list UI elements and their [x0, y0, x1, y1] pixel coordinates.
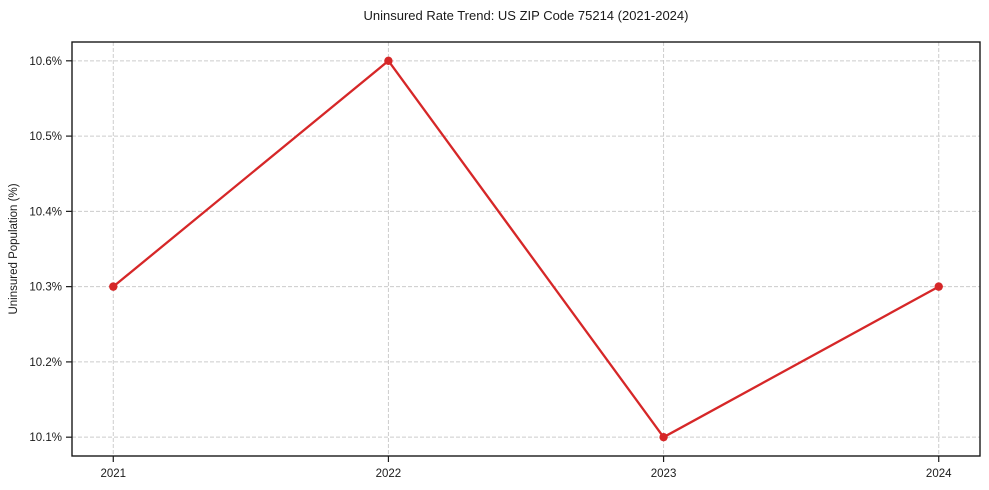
- y-tick-label: 10.1%: [29, 432, 62, 444]
- chart-title: Uninsured Rate Trend: US ZIP Code 75214 …: [363, 8, 689, 23]
- y-tick-label: 10.6%: [29, 56, 62, 68]
- data-point-marker: [934, 282, 943, 291]
- data-point-marker: [659, 432, 668, 442]
- x-tick-label: 2024: [926, 468, 952, 480]
- data-point-marker: [384, 56, 393, 66]
- y-tick-label: 10.2%: [29, 357, 62, 369]
- x-tick-label: 2023: [651, 468, 677, 480]
- trend-line: [112, 59, 940, 439]
- data-point-marker: [109, 282, 118, 291]
- y-tick-label: 10.5%: [29, 131, 62, 143]
- plot-border: [71, 41, 981, 457]
- y-tick-label: 10.4%: [29, 206, 62, 218]
- x-tick-label: 2021: [100, 468, 126, 480]
- x-tick-label: 2022: [376, 468, 402, 480]
- y-tick-label: 10.3%: [29, 282, 62, 294]
